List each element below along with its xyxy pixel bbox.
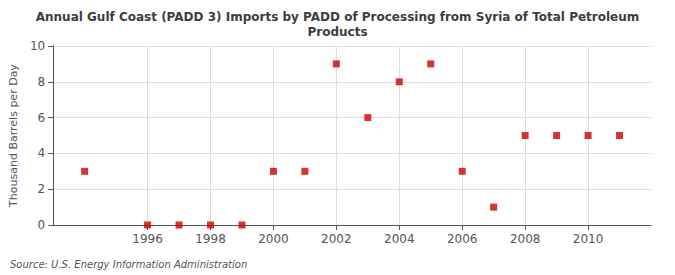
svg-text:0: 0 [38, 218, 46, 232]
svg-text:2000: 2000 [258, 232, 289, 246]
svg-text:1996: 1996 [132, 232, 163, 246]
svg-text:Source: U.S. Energy Informatio: Source: U.S. Energy Information Administ… [10, 259, 247, 270]
svg-text:1998: 1998 [195, 232, 226, 246]
svg-text:Annual Gulf Coast (PADD 3) Imp: Annual Gulf Coast (PADD 3) Imports by PA… [36, 10, 640, 24]
svg-text:Thousand Barrels per Day: Thousand Barrels per Day [7, 64, 20, 208]
svg-text:2004: 2004 [384, 232, 415, 246]
svg-text:10: 10 [30, 39, 45, 53]
svg-text:2008: 2008 [510, 232, 541, 246]
svg-text:4: 4 [38, 146, 46, 160]
svg-text:6: 6 [38, 111, 46, 125]
svg-text:Products: Products [307, 25, 367, 39]
svg-text:2002: 2002 [321, 232, 352, 246]
svg-text:2: 2 [38, 182, 46, 196]
svg-text:2010: 2010 [573, 232, 604, 246]
svg-text:2006: 2006 [447, 232, 478, 246]
svg-text:8: 8 [38, 75, 46, 89]
